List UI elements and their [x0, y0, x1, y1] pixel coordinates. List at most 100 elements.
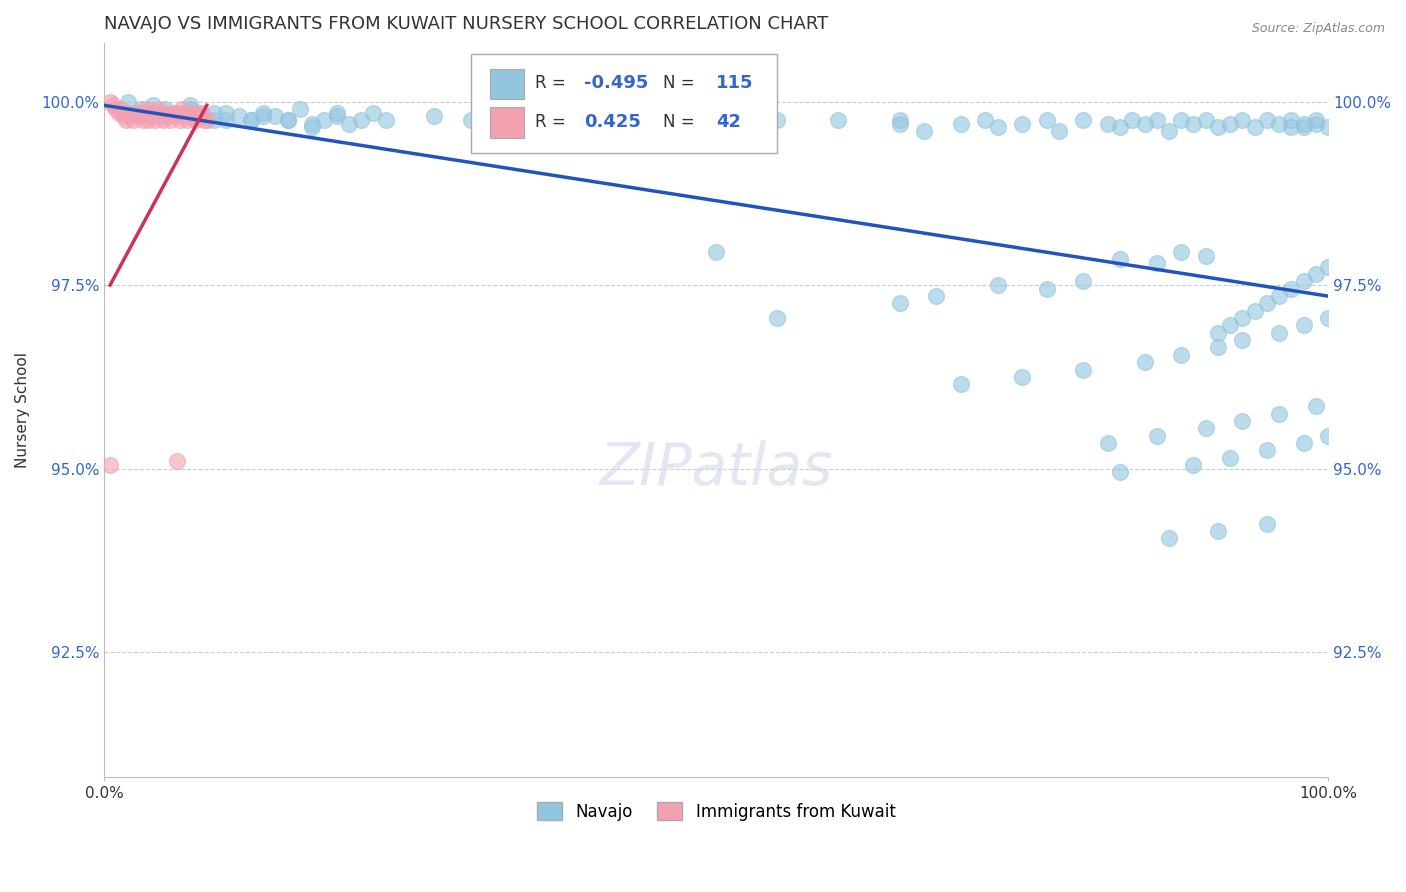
Point [1146, 256, 1168, 270]
Point [179, 98, 201, 112]
Point [166, 105, 188, 120]
Point [107, 105, 129, 120]
Point [314, 112, 336, 127]
Point [1219, 117, 1241, 131]
Point [129, 105, 152, 120]
Point [1206, 326, 1229, 340]
Point [325, 105, 347, 120]
Point [1243, 303, 1265, 318]
Point [1195, 249, 1218, 263]
Point [153, 105, 176, 120]
Point [101, 98, 124, 112]
Point [186, 105, 208, 120]
Point [163, 109, 186, 123]
Point [149, 109, 172, 123]
Point [889, 112, 911, 127]
Point [1071, 275, 1094, 289]
Point [1317, 311, 1340, 326]
Point [423, 109, 446, 123]
Point [1157, 532, 1180, 546]
Point [1317, 428, 1340, 442]
Point [1256, 516, 1278, 531]
Point [1047, 124, 1070, 138]
Text: NAVAJO VS IMMIGRANTS FROM KUWAIT NURSERY SCHOOL CORRELATION CHART: NAVAJO VS IMMIGRANTS FROM KUWAIT NURSERY… [104, 15, 828, 33]
Point [191, 109, 214, 123]
Point [153, 102, 176, 116]
Point [374, 112, 396, 127]
Point [1219, 450, 1241, 465]
Point [325, 109, 347, 123]
Point [1146, 428, 1168, 442]
Point [1268, 407, 1291, 421]
Point [1071, 362, 1094, 376]
Text: ZIPatlas: ZIPatlas [599, 440, 832, 497]
Point [766, 112, 789, 127]
Text: N =: N = [664, 74, 700, 92]
Point [120, 109, 142, 123]
Point [1071, 112, 1094, 127]
Point [827, 112, 849, 127]
Point [135, 102, 157, 116]
Text: 115: 115 [716, 74, 754, 92]
Point [202, 105, 225, 120]
Text: Source: ZipAtlas.com: Source: ZipAtlas.com [1251, 22, 1385, 36]
Point [215, 112, 238, 127]
Point [183, 112, 205, 127]
Point [1232, 414, 1254, 428]
Point [136, 112, 159, 127]
Point [277, 112, 299, 127]
Point [239, 112, 262, 127]
Point [1268, 289, 1291, 303]
Point [1011, 369, 1033, 384]
Point [1305, 267, 1327, 281]
Y-axis label: Nursery School: Nursery School [15, 351, 30, 468]
Point [987, 278, 1010, 293]
Point [173, 109, 195, 123]
Point [112, 109, 135, 123]
Point [1219, 318, 1241, 333]
Point [162, 105, 184, 120]
Point [166, 454, 188, 468]
Text: R =: R = [534, 113, 576, 131]
Point [619, 112, 641, 127]
Text: 0.425: 0.425 [583, 113, 641, 131]
Point [145, 112, 167, 127]
Point [1292, 436, 1315, 450]
Point [1292, 318, 1315, 333]
Point [1182, 458, 1205, 472]
Point [142, 98, 165, 112]
Point [1170, 112, 1192, 127]
Text: 42: 42 [716, 113, 741, 131]
Point [1011, 117, 1033, 131]
FancyBboxPatch shape [471, 54, 778, 153]
Point [202, 112, 225, 127]
Point [1133, 355, 1156, 369]
Point [132, 112, 155, 127]
FancyBboxPatch shape [489, 69, 524, 99]
Point [1170, 245, 1192, 260]
Point [558, 117, 581, 131]
Point [156, 109, 179, 123]
Text: -0.495: -0.495 [583, 74, 648, 92]
Point [1109, 252, 1132, 267]
Point [239, 112, 262, 127]
Point [1305, 112, 1327, 127]
Point [1109, 465, 1132, 479]
Point [1317, 260, 1340, 274]
Text: N =: N = [664, 113, 700, 131]
Point [215, 105, 238, 120]
Point [889, 296, 911, 310]
Point [172, 102, 194, 116]
Point [115, 112, 138, 127]
Point [889, 117, 911, 131]
Point [704, 245, 727, 260]
Point [1146, 112, 1168, 127]
Point [301, 120, 323, 135]
Point [1256, 296, 1278, 310]
Point [146, 102, 169, 116]
Point [1232, 333, 1254, 347]
Point [98, 95, 121, 109]
Point [117, 105, 139, 120]
Point [766, 311, 789, 326]
Point [1035, 282, 1057, 296]
